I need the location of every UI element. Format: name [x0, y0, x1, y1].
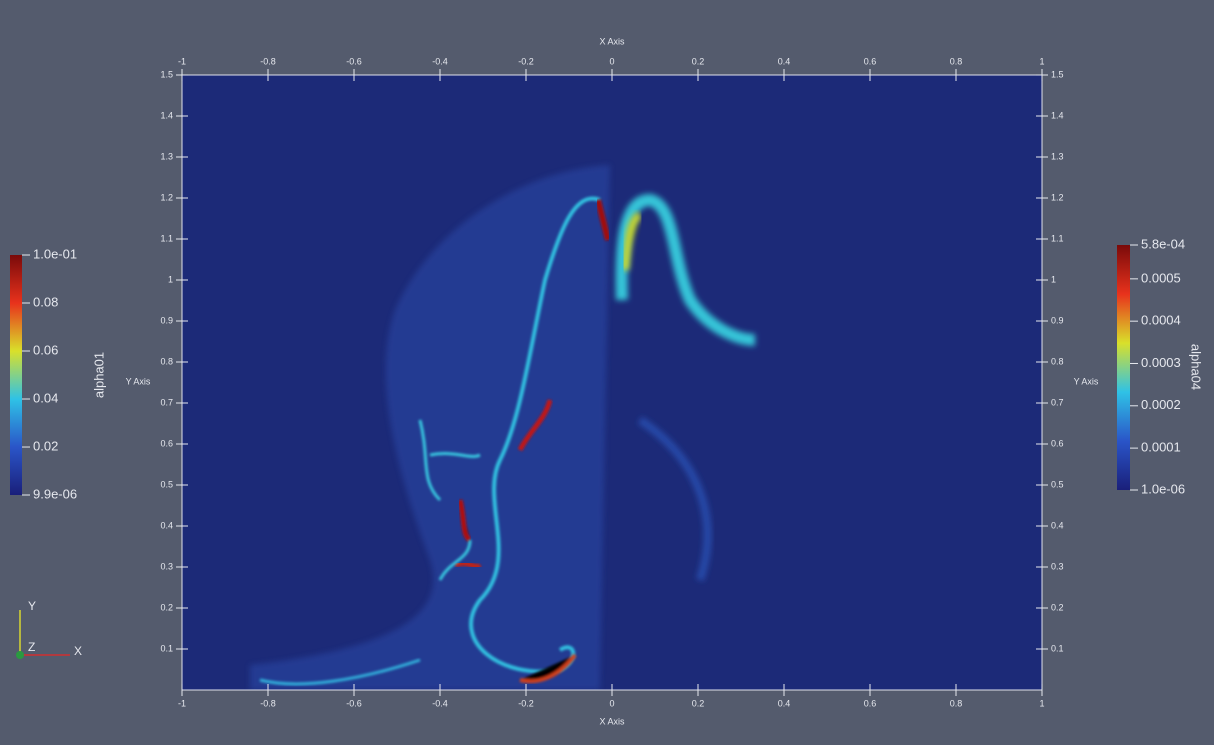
- x-tick-label: -0.6: [346, 56, 362, 66]
- colorbar-tick-label: 5.8e-04: [1141, 236, 1185, 251]
- colorbar-tick-label: 0.08: [33, 294, 58, 309]
- x-tick-label: -1: [178, 698, 186, 708]
- y-tick-label: 1.4: [1051, 110, 1064, 120]
- colorbar-tick-label: 0.0004: [1141, 313, 1181, 328]
- y-tick-label: 1.4: [160, 110, 173, 120]
- x-axis-title: X Axis: [599, 716, 625, 726]
- orientation-triad: Y X Z: [16, 599, 82, 659]
- x-tick-label: -0.8: [260, 56, 276, 66]
- x-tick-label: -0.4: [432, 56, 448, 66]
- y-tick-label: 0.1: [160, 643, 173, 653]
- x-tick-label: -0.2: [518, 56, 534, 66]
- colorbar-tick-label: 0.04: [33, 390, 58, 405]
- x-tick-label: 1: [1039, 698, 1044, 708]
- colorbar-tick-label: 0.0005: [1141, 270, 1181, 285]
- y-tick-label: 0.8: [1051, 356, 1064, 366]
- colorbar-tick-label: 1.0e-01: [33, 246, 77, 261]
- y-tick-label: 1.2: [1051, 192, 1064, 202]
- y-tick-label: 0.5: [160, 479, 173, 489]
- colorbar-tick-label: 0.06: [33, 342, 58, 357]
- colorbar-tick-label: 0.02: [33, 438, 58, 453]
- colorbar-tick-label: 0.0003: [1141, 355, 1181, 370]
- y-tick-label: 0.7: [1051, 397, 1064, 407]
- x-tick-label: 1: [1039, 56, 1044, 66]
- y-tick-label: 1.5: [1051, 69, 1064, 79]
- y-axis-title: Y Axis: [1074, 376, 1099, 386]
- x-tick-label: 0.4: [778, 698, 791, 708]
- y-tick-label: 1.2: [160, 192, 173, 202]
- triad-label: X: [74, 644, 82, 658]
- x-tick-label: 0.2: [692, 56, 705, 66]
- x-tick-label: 0.8: [950, 56, 963, 66]
- x-axis-title: X Axis: [599, 36, 625, 46]
- y-tick-label: 0.4: [160, 520, 173, 530]
- colorbar: [1117, 245, 1130, 490]
- y-tick-label: 0.3: [1051, 561, 1064, 571]
- y-tick-label: 0.7: [160, 397, 173, 407]
- x-tick-label: 0: [609, 698, 614, 708]
- x-tick-label: 0.8: [950, 698, 963, 708]
- colorbar-right: alpha04 5.8e-04 0.0005 0.0004 0.0003 0.0002 0…: [1117, 236, 1204, 496]
- colorbar-left: alpha01 1.0e-01 0.08 0.06 0.04 0.02 9.9e-06: [10, 246, 106, 501]
- y-tick-label: 1: [1051, 274, 1056, 284]
- y-tick-label: 0.2: [160, 602, 173, 612]
- x-tick-label: 0.2: [692, 698, 705, 708]
- triad-z: [16, 651, 24, 659]
- y-tick-label: 1: [168, 274, 173, 284]
- colorbar-tick-label: 1.0e-06: [1141, 481, 1185, 496]
- y-tick-label: 0.9: [1051, 315, 1064, 325]
- y-tick-label: 0.4: [1051, 520, 1064, 530]
- y-tick-label: 1.5: [160, 69, 173, 79]
- colorbar-title: alpha04: [1189, 344, 1204, 390]
- y-tick-label: 0.3: [160, 561, 173, 571]
- y-tick-label: 0.5: [1051, 479, 1064, 489]
- y-tick-label: 0.6: [1051, 438, 1064, 448]
- y-tick-label: 0.8: [160, 356, 173, 366]
- y-tick-label: 0.6: [160, 438, 173, 448]
- x-tick-label: 0: [609, 56, 614, 66]
- field: [182, 75, 1042, 690]
- triad-label: Z: [28, 640, 35, 654]
- y-tick-label: 0.1: [1051, 643, 1064, 653]
- x-tick-label: -0.6: [346, 698, 362, 708]
- x-tick-label: -1: [178, 56, 186, 66]
- y-tick-label: 0.2: [1051, 602, 1064, 612]
- x-tick-label: 0.6: [864, 698, 877, 708]
- y-tick-label: 0.9: [160, 315, 173, 325]
- x-tick-label: -0.8: [260, 698, 276, 708]
- y-tick-label: 1.1: [1051, 233, 1064, 243]
- x-tick-label: 0.6: [864, 56, 877, 66]
- colorbar-tick-label: 0.0002: [1141, 397, 1181, 412]
- colorbar-tick-label: 0.0001: [1141, 440, 1181, 455]
- x-tick-label: -0.2: [518, 698, 534, 708]
- colorbar-tick-label: 9.9e-06: [33, 486, 77, 501]
- triad-label: Y: [28, 599, 36, 613]
- colorbar: [10, 255, 22, 495]
- x-tick-label: 0.4: [778, 56, 791, 66]
- y-tick-label: 1.3: [160, 151, 173, 161]
- y-tick-label: 1.1: [160, 233, 173, 243]
- x-tick-label: -0.4: [432, 698, 448, 708]
- colorbar-title: alpha01: [91, 352, 106, 398]
- y-axis-title: Y Axis: [126, 376, 151, 386]
- y-tick-label: 1.3: [1051, 151, 1064, 161]
